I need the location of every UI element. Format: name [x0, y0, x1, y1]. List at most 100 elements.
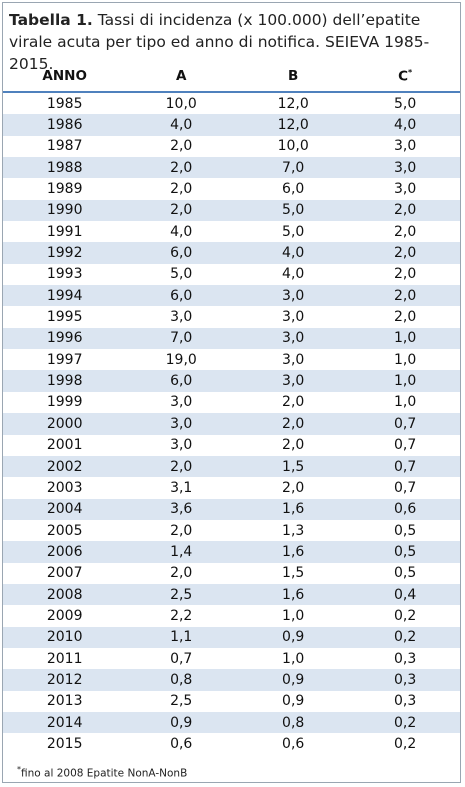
rate-cell: 0,3	[350, 669, 460, 691]
year-cell: 1990	[3, 199, 127, 222]
year-cell: 2013	[46, 693, 83, 710]
rate-cell: 1,0	[350, 327, 460, 350]
footnote-text: fino al 2008 Epatite NonA-NonB	[21, 767, 188, 780]
year-cell: 2015	[46, 735, 83, 752]
table-row: 1996 7,0 3,0 1,0	[3, 327, 460, 350]
rate-cell: 0,6	[350, 498, 460, 520]
title-text: Tassi di incidenza (x 100.000) dell’epat…	[9, 11, 430, 73]
rate-cell: 3,0	[170, 437, 193, 454]
year-cell: 2000	[3, 413, 127, 435]
title-label: Tabella 1.	[9, 11, 93, 29]
rate-cell: 12,0	[236, 114, 351, 136]
rate-cell: 0,7	[170, 650, 193, 667]
rate-cell: 4,0	[282, 266, 305, 283]
rate-cell: 4,0	[350, 114, 460, 136]
header-text: ANNO	[42, 68, 87, 84]
year-cell: 2011	[46, 650, 83, 667]
rate-cell: 0,9	[236, 626, 351, 648]
table-row: 1986 4,0 12,0 4,0	[3, 114, 460, 136]
rate-cell: 3,0	[126, 413, 237, 435]
table-row: 2012 0,8 0,9 0,3	[3, 669, 460, 691]
header-text: C	[398, 68, 409, 85]
rate-cell: 3,0	[170, 394, 193, 411]
rate-cell: 3,0	[236, 327, 351, 350]
table-row: 2000 3,0 2,0 0,7	[3, 413, 460, 435]
header-mark: *	[408, 67, 413, 77]
rate-cell: 12,0	[277, 95, 309, 112]
table-row: 2015 0,6 0,6 0,2	[3, 733, 460, 754]
rate-cell: 0,3	[394, 693, 417, 710]
year-cell: 2004	[3, 498, 127, 520]
rate-cell: 0,9	[236, 669, 351, 691]
rate-cell: 10,0	[277, 138, 309, 155]
table-row: 1993 5,0 4,0 2,0	[3, 264, 460, 285]
rate-cell: 2,0	[350, 199, 460, 222]
rate-cell: 0,8	[126, 669, 237, 691]
rate-cell: 2,2	[170, 607, 193, 624]
rate-cell: 0,9	[126, 711, 237, 734]
rate-cell: 0,2	[394, 607, 417, 624]
table-row: 1985 10,0 12,0 5,0	[3, 92, 460, 114]
table-row: 1989 2,0 6,0 3,0	[3, 178, 460, 199]
year-cell: 2014	[3, 711, 127, 734]
year-cell: 1986	[3, 114, 127, 136]
year-cell: 1993	[46, 266, 83, 283]
rate-cell: 6,0	[126, 242, 237, 264]
rate-cell: 6,0	[126, 285, 237, 307]
rate-cell: 0,5	[350, 541, 460, 563]
rate-cell: 2,0	[170, 565, 193, 582]
rate-cell: 1,6	[236, 583, 351, 606]
rate-cell: 0,7	[394, 479, 417, 496]
rate-cell: 3,0	[394, 138, 417, 155]
rate-cell: 1,0	[282, 607, 305, 624]
rate-cell: 1,1	[126, 626, 237, 648]
year-cell: 1998	[3, 370, 127, 392]
rate-cell: 1,4	[126, 541, 237, 563]
year-cell: 2007	[46, 565, 83, 582]
year-cell: 1985	[46, 95, 83, 112]
rate-cell: 2,0	[350, 242, 460, 264]
year-cell: 1992	[3, 242, 127, 264]
rate-cell: 2,0	[126, 157, 237, 179]
rate-cell: 2,0	[282, 394, 305, 411]
rate-cell: 2,0	[126, 199, 237, 222]
rate-cell: 1,0	[350, 370, 460, 392]
rate-cell: 5,0	[282, 223, 305, 240]
rate-cell: 7,0	[126, 327, 237, 350]
rate-cell: 0,3	[394, 650, 417, 667]
table: ANNO A B C* 1985 10,0 12,0 5,0 1986 4,0 12,0 4,0 198…	[3, 61, 460, 755]
rate-cell: 7,0	[236, 157, 351, 179]
table-row: 2011 0,7 1,0 0,3	[3, 648, 460, 669]
rate-cell: 1,6	[236, 498, 351, 520]
table-row: 1987 2,0 10,0 3,0	[3, 136, 460, 157]
rate-cell: 0,7	[394, 437, 417, 454]
rate-cell: 3,6	[126, 498, 237, 520]
rate-cell: 3,1	[170, 479, 193, 496]
table-row: 1991 4,0 5,0 2,0	[3, 221, 460, 242]
rate-cell: 1,0	[394, 351, 417, 368]
rate-cell: 0,6	[282, 735, 305, 752]
footnote: *fino al 2008 Epatite NonA-NonB	[17, 765, 187, 780]
table-row: 2002 2,0 1,5 0,7	[3, 455, 460, 478]
rate-cell: 4,0	[236, 242, 351, 264]
rate-cell: 0,2	[350, 711, 460, 734]
table-row: 2006 1,4 1,6 0,5	[3, 541, 460, 563]
header-text: B	[288, 68, 299, 84]
rate-cell: 0,6	[170, 735, 193, 752]
rate-cell: 3,0	[236, 285, 351, 307]
header-row: ANNO A B C*	[3, 61, 460, 93]
rate-cell: 0,5	[394, 522, 417, 539]
year-cell: 1989	[46, 181, 83, 198]
rate-cell: 1,0	[282, 650, 305, 667]
table-row: 1995 3,0 3,0 2,0	[3, 306, 460, 327]
column-header: B	[236, 61, 351, 93]
table-row: 2014 0,9 0,8 0,2	[3, 711, 460, 734]
table-row: 1997 19,0 3,0 1,0	[3, 349, 460, 370]
rate-cell: 5,0	[394, 95, 417, 112]
column-header: ANNO	[3, 61, 127, 93]
rate-cell: 0,9	[282, 693, 305, 710]
header-text: A	[175, 68, 187, 84]
rate-cell: 3,0	[282, 351, 305, 368]
rate-cell: 2,0	[170, 181, 193, 198]
rate-cell: 0,7	[350, 413, 460, 435]
